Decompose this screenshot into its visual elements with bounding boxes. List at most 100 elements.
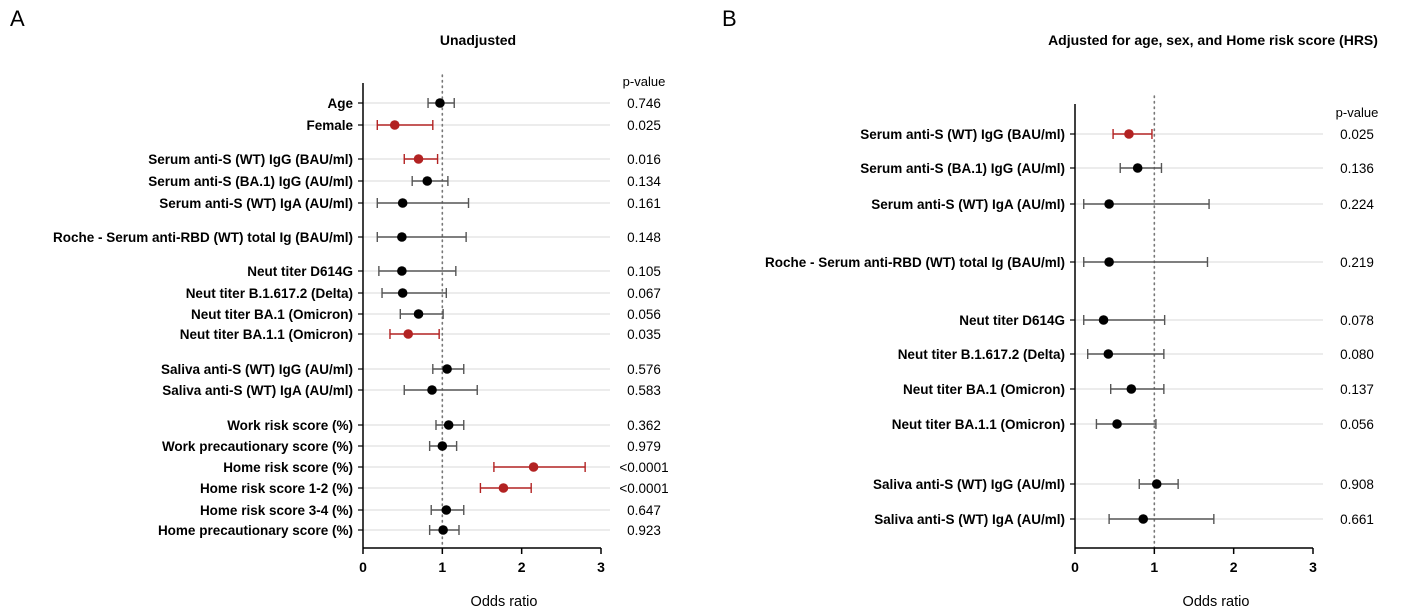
odds-ratio-point: [528, 462, 539, 472]
p-value: 0.148: [627, 230, 661, 245]
x-tick-label: 2: [1230, 559, 1238, 575]
row-label: Home precautionary score (%): [158, 523, 353, 538]
p-value: 0.136: [1340, 161, 1374, 176]
p-value: <0.0001: [619, 460, 668, 475]
p-value: 0.908: [1340, 477, 1374, 492]
panel-title: Adjusted for age, sex, and Home risk sco…: [1048, 32, 1378, 48]
p-value: 0.161: [627, 196, 661, 211]
row-label: Female: [306, 118, 353, 133]
p-value: <0.0001: [619, 481, 668, 496]
x-tick-label: 1: [438, 559, 446, 575]
row-label: Home risk score 1-2 (%): [200, 481, 353, 496]
p-value: 0.219: [1340, 255, 1374, 270]
odds-ratio-point: [1126, 384, 1137, 394]
row-label: Neut titer D614G: [959, 313, 1065, 328]
p-value: 0.137: [1340, 382, 1374, 397]
odds-ratio-point: [397, 288, 408, 298]
odds-ratio-point: [403, 329, 414, 339]
row-label: Saliva anti-S (WT) IgA (AU/ml): [162, 383, 353, 398]
p-value: 0.661: [1340, 512, 1374, 527]
p-value: 0.362: [627, 418, 661, 433]
p-value: 0.224: [1340, 197, 1374, 212]
row-label: Neut titer BA.1.1 (Omicron): [180, 327, 353, 342]
odds-ratio-point: [498, 483, 509, 493]
row-label: Home risk score (%): [223, 460, 353, 475]
row-label: Serum anti-S (WT) IgG (BAU/ml): [148, 152, 353, 167]
row-label: Serum anti-S (BA.1) IgG (AU/ml): [148, 174, 353, 189]
x-tick-label: 0: [1071, 559, 1079, 575]
row-label: Neut titer B.1.617.2 (Delta): [898, 347, 1065, 362]
row-label: Saliva anti-S (WT) IgA (AU/ml): [874, 512, 1065, 527]
row-label: Home risk score 3-4 (%): [200, 503, 353, 518]
p-value: 0.134: [627, 174, 661, 189]
row-label: Serum anti-S (WT) IgG (BAU/ml): [860, 127, 1065, 142]
row-label: Neut titer D614G: [247, 264, 353, 279]
x-tick-label: 0: [359, 559, 367, 575]
row-label: Serum anti-S (WT) IgA (AU/ml): [159, 196, 353, 211]
p-value: 0.016: [627, 152, 661, 167]
odds-ratio-point: [389, 120, 400, 130]
odds-ratio-point: [438, 525, 448, 535]
odds-ratio-point: [1103, 349, 1114, 359]
odds-ratio-point: [1104, 257, 1114, 267]
row-label: Saliva anti-S (WT) IgG (AU/ml): [873, 477, 1065, 492]
odds-ratio-point: [1124, 129, 1134, 139]
odds-ratio-point: [1098, 315, 1109, 325]
panel-b: B Adjusted for age, sex, and Home risk sc…: [722, 6, 1378, 610]
p-value: 0.923: [627, 523, 661, 538]
odds-ratio-point: [397, 232, 407, 242]
pvalue-header: p-value: [623, 74, 666, 89]
row-label: Neut titer B.1.617.2 (Delta): [186, 286, 353, 301]
row-label: Roche - Serum anti-RBD (WT) total Ig (BA…: [765, 255, 1065, 270]
odds-ratio-point: [1132, 163, 1143, 173]
row-label: Roche - Serum anti-RBD (WT) total Ig (BA…: [53, 230, 353, 245]
p-value: 0.056: [627, 307, 661, 322]
odds-ratio-point: [422, 176, 433, 186]
odds-ratio-point: [397, 266, 407, 276]
odds-ratio-point: [1151, 479, 1162, 489]
odds-ratio-point: [413, 309, 424, 319]
odds-ratio-point: [413, 154, 424, 164]
p-value: 0.067: [627, 286, 661, 301]
x-axis-label: Odds ratio: [471, 594, 538, 610]
panel-letter: B: [722, 6, 737, 31]
row-label: Age: [327, 96, 353, 111]
x-tick-label: 3: [597, 559, 605, 575]
p-value: 0.035: [627, 327, 661, 342]
row-label: Work risk score (%): [227, 418, 353, 433]
pvalue-header: p-value: [1336, 105, 1379, 120]
row-label: Neut titer BA.1 (Omicron): [903, 382, 1065, 397]
p-value: 0.576: [627, 362, 661, 377]
odds-ratio-point: [442, 364, 452, 374]
row-label: Serum anti-S (BA.1) IgG (AU/ml): [860, 161, 1065, 176]
row-label: Work precautionary score (%): [162, 439, 353, 454]
odds-ratio-point: [437, 441, 448, 451]
p-value: 0.078: [1340, 313, 1374, 328]
panel-a: A Unadjusted p-value 0 1 2 3 Odds ratio Age 0.746…: [10, 6, 669, 610]
p-value: 0.080: [1340, 347, 1374, 362]
row-label: Neut titer BA.1 (Omicron): [191, 307, 353, 322]
panel-letter: A: [10, 6, 25, 31]
p-value: 0.746: [627, 96, 661, 111]
x-tick-label: 3: [1309, 559, 1317, 575]
odds-ratio-point: [397, 198, 408, 208]
x-tick-label: 1: [1150, 559, 1158, 575]
row-label: Saliva anti-S (WT) IgG (AU/ml): [161, 362, 353, 377]
x-axis-label: Odds ratio: [1183, 594, 1250, 610]
odds-ratio-point: [441, 505, 452, 515]
p-value: 0.025: [1340, 127, 1374, 142]
p-value: 0.583: [627, 383, 661, 398]
row-label: Neut titer BA.1.1 (Omicron): [892, 417, 1065, 432]
row-label: Serum anti-S (WT) IgA (AU/ml): [871, 197, 1065, 212]
p-value: 0.105: [627, 264, 661, 279]
odds-ratio-point: [427, 385, 437, 395]
p-value: 0.056: [1340, 417, 1374, 432]
p-value: 0.025: [627, 118, 661, 133]
odds-ratio-point: [1104, 199, 1114, 209]
odds-ratio-point: [443, 420, 454, 430]
odds-ratio-point: [1138, 514, 1149, 524]
x-tick-label: 2: [518, 559, 526, 575]
odds-ratio-point: [1112, 419, 1122, 429]
p-value: 0.979: [627, 439, 661, 454]
